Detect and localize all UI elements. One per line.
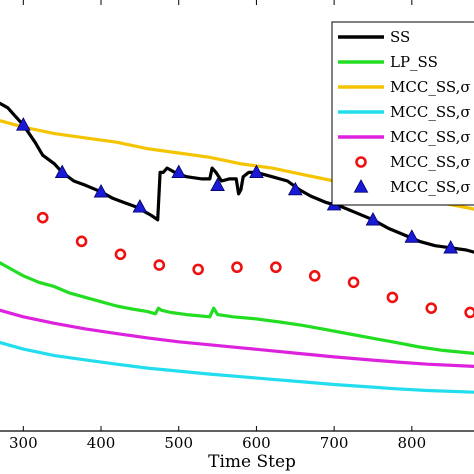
series-5-point-0 [36,211,49,224]
legend-label-4: MCC_SS,σ [390,128,471,146]
legend-label-3: MCC_SS,σ [390,103,471,121]
series-5-point-9 [386,291,399,304]
series-6-point-10 [404,229,420,243]
series-5-point-3 [153,259,166,271]
series-5-point-8 [347,276,360,289]
x-tick-label-2: 500 [164,434,193,452]
series-6-point-7 [287,181,303,196]
series-5-point-11 [464,306,474,319]
series-6-point-2 [93,183,109,198]
series-6-point-9 [365,211,381,226]
series-5-point-4 [192,263,204,276]
series-layer [0,101,474,394]
legend-label-2: MCC_SS,σ [390,78,471,96]
series-line-1 [0,261,474,355]
series-line-3 [0,341,474,394]
legend-swatch-5 [355,156,367,168]
series-6-point-0 [15,117,31,131]
x-axis-label: Time Step [208,452,296,472]
x-ticks: 300 400 500 600 700 800 [9,0,426,452]
x-tick-label-0: 300 [9,434,38,452]
x-tick-label-4: 700 [320,434,349,452]
series-5-point-10 [425,302,438,314]
legend-label-0: SS [390,28,410,46]
series-5-point-7 [308,270,321,282]
legend-label-6: MCC_SS,σ [390,178,471,196]
legend: SS LP_SS MCC_SS,σ MCC_SS,σ MCC_SS,σ MCC_SS,σ M… [331,21,474,206]
series-6-point-6 [249,164,264,179]
series-6-point-1 [54,164,70,179]
series-5-point-5 [231,261,243,274]
legend-label-1: LP_SS [390,53,438,71]
series-6-point-5 [210,177,225,191]
x-tick-label-1: 400 [87,434,116,452]
x-tick-label-3: 600 [242,434,271,452]
series-line-4 [0,308,474,368]
series-5-point-2 [114,248,127,261]
series-5-point-1 [75,235,88,248]
legend-swatch-6 [353,179,369,193]
series-line-0 [0,101,474,254]
series-6-point-3 [132,199,148,213]
series-6-point-11 [443,239,459,254]
series-6-point-4 [171,164,187,179]
series-5-point-6 [270,261,282,274]
x-tick-label-5: 800 [398,434,427,452]
legend-label-5: MCC_SS,σ [390,153,471,171]
